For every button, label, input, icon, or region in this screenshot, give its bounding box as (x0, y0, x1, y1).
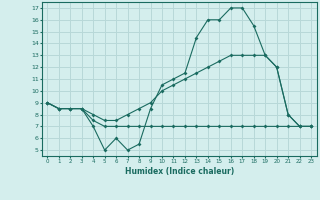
X-axis label: Humidex (Indice chaleur): Humidex (Indice chaleur) (124, 167, 234, 176)
